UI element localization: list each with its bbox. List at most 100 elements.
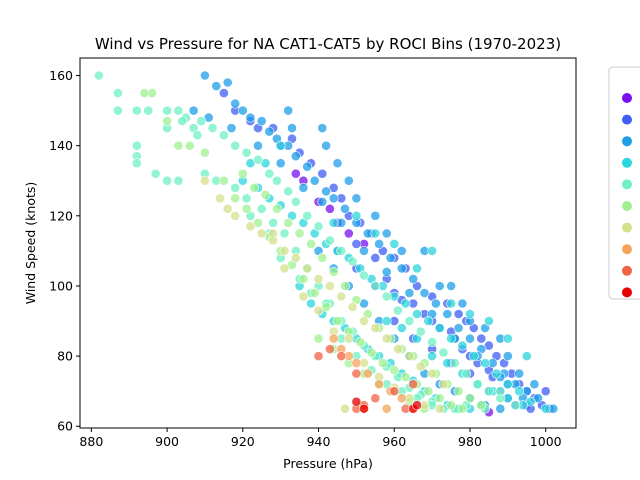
scatter-point-s6-p8 — [290, 252, 301, 263]
legend-marker-6 — [622, 222, 632, 233]
scatter-point-s3-p20 — [468, 351, 479, 361]
scatter-point-s2-p23 — [430, 298, 441, 309]
scatter-point-s2-p19 — [385, 252, 396, 263]
scatter-point-s0-p0 — [290, 168, 301, 179]
x-axis-label: Pressure (hPa) — [283, 456, 373, 471]
x-tick-label-960: 960 — [382, 434, 406, 449]
scatter-point-s5-p13 — [298, 273, 309, 284]
scatter-point-s4-p67 — [177, 116, 188, 126]
scatter-point-s4-p1 — [113, 88, 123, 98]
scatter-point-s4-p11 — [218, 130, 229, 141]
scatter-point-s7-p10 — [381, 403, 392, 414]
scatter-point-s6-p15 — [370, 323, 381, 333]
scatter-point-s5-p48 — [465, 393, 475, 404]
scatter-point-s5-p22 — [400, 372, 411, 382]
scatter-point-s3-p58 — [396, 323, 407, 333]
y-tick-label-80: 80 — [57, 349, 73, 364]
scatter-point-s1-p0 — [218, 88, 229, 98]
scatter-point-s4-p46 — [241, 193, 252, 204]
scatter-point-s5-p19 — [366, 347, 377, 358]
scatter-point-s8-p7 — [408, 379, 419, 390]
scatter-point-s4-p30 — [427, 337, 437, 347]
scatter-point-s4-p16 — [271, 175, 282, 186]
plot-frame — [79, 57, 577, 429]
scatter-point-s4-p22 — [336, 245, 347, 256]
scatter-point-s6-p24 — [298, 291, 309, 302]
scatter-point-s4-p5 — [162, 105, 172, 116]
scatter-point-s5-p35 — [317, 252, 328, 263]
scatter-point-s4-p48 — [268, 217, 278, 228]
scatter-point-s5-p3 — [173, 140, 184, 151]
scatter-point-s8-p2 — [336, 351, 347, 361]
scatter-point-s2-p56 — [370, 210, 381, 221]
scatter-point-s2-p14 — [328, 193, 339, 204]
scatter-point-s4-p49 — [279, 228, 290, 239]
scatter-point-s3-p57 — [381, 316, 392, 326]
scatter-point-s8-p4 — [370, 393, 381, 404]
scatter-point-s4-p35 — [483, 386, 494, 397]
scatter-point-s5-p6 — [218, 175, 229, 186]
scatter-point-s5-p31 — [271, 203, 282, 214]
scatter-point-s2-p43 — [404, 288, 415, 298]
x-tick-label-900: 900 — [155, 434, 179, 449]
scatter-point-s2-p1 — [211, 81, 222, 91]
scatter-point-s4-p84 — [510, 400, 521, 411]
scatter-point-s5-p29 — [249, 182, 260, 193]
scatter-point-s2-p25 — [453, 323, 464, 333]
scatter-point-s3-p24 — [514, 386, 525, 397]
scatter-point-s4-p47 — [256, 203, 267, 214]
scatter-point-s4-p3 — [131, 105, 142, 116]
legend — [608, 66, 640, 300]
scatter-point-s5-p20 — [377, 358, 388, 368]
scatter-point-s8-p0 — [313, 351, 324, 361]
scatter-point-s4-p9 — [196, 116, 207, 126]
scatter-point-s7-p4 — [362, 368, 373, 379]
scatter-point-s2-p82 — [495, 403, 506, 414]
scatter-point-s2-p11 — [302, 161, 313, 172]
scatter-point-s2-p36 — [253, 140, 263, 151]
scatter-point-s1-p53 — [370, 252, 381, 263]
y-tick-label-120: 120 — [49, 208, 73, 223]
scatter-point-s6-p20 — [427, 368, 437, 379]
x-axis: 880 900 920 940 960 980 1000 — [79, 428, 562, 449]
scatter-point-s3-p15 — [412, 309, 422, 319]
scatter-point-s8-p3 — [351, 368, 362, 379]
scatter-point-s2-p5 — [245, 112, 256, 123]
scatter-point-s5-p25 — [434, 393, 445, 404]
scatter-point-s2-p21 — [408, 273, 419, 284]
scatter-point-s2-p20 — [396, 263, 407, 274]
scatter-point-s5-p33 — [294, 228, 305, 239]
scatter-point-s6-p12 — [336, 291, 347, 302]
scatter-point-s5-p5 — [199, 147, 210, 158]
scatter-point-s8-p1 — [324, 344, 335, 354]
scatter-point-s1-p52 — [351, 238, 362, 249]
scatter-point-s3-p54 — [483, 316, 494, 326]
scatter-point-s4-p25 — [370, 281, 381, 291]
x-tick-label-1000: 1000 — [530, 434, 562, 449]
scatter-point-s4-p39 — [131, 158, 142, 169]
scatter-point-s5-p49 — [476, 400, 487, 411]
legend-marker-7 — [622, 244, 632, 255]
scatter-point-s7-p0 — [328, 333, 339, 344]
legend-marker-4 — [622, 179, 632, 190]
scatter-point-s3-p46 — [328, 217, 339, 228]
scatter-point-s4-p13 — [241, 147, 252, 158]
scatter-point-s4-p19 — [302, 210, 313, 221]
scatter-point-s3-p49 — [389, 238, 400, 249]
scatter-point-s3-p17 — [434, 323, 445, 333]
scatter-point-s2-p52 — [321, 140, 331, 151]
scatter-point-s2-p37 — [275, 158, 286, 169]
scatter-point-s4-p83 — [495, 386, 506, 397]
legend-marker-8 — [622, 265, 632, 276]
scatter-point-s2-p7 — [264, 126, 275, 137]
legend-marker-5 — [622, 201, 632, 211]
scatter-point-s5-p37 — [340, 281, 350, 291]
scatter-point-s2-p51 — [317, 123, 328, 134]
scatter-point-s5-p2 — [162, 116, 172, 126]
scatter-point-s2-p18 — [374, 238, 384, 249]
legend-marker-2 — [622, 136, 632, 147]
scatter-point-s5-p16 — [332, 316, 343, 326]
scatter-point-s6-p9 — [302, 263, 313, 274]
scatter-point-s2-p49 — [283, 105, 294, 116]
